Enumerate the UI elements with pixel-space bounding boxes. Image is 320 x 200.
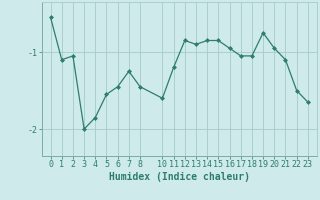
X-axis label: Humidex (Indice chaleur): Humidex (Indice chaleur) — [109, 172, 250, 182]
